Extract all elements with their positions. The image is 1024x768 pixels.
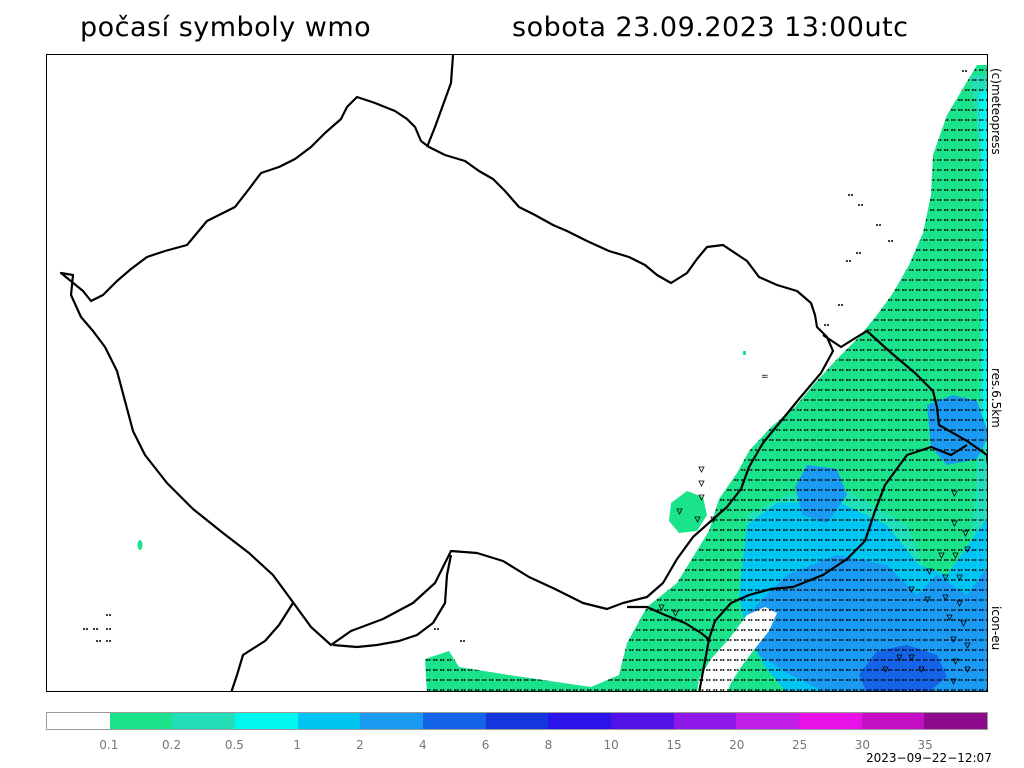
legend-swatch xyxy=(736,713,800,729)
legend-swatch xyxy=(924,713,988,729)
legend-swatch xyxy=(673,713,737,729)
legend-label: 15 xyxy=(666,738,682,752)
legend-swatch xyxy=(799,713,862,729)
legend-label: 0.2 xyxy=(162,738,182,752)
drizzle-symbols-extra xyxy=(83,70,967,642)
precipitation-blob xyxy=(137,540,143,550)
precipitation-blob xyxy=(669,491,707,533)
map-title: počasí symboly wmo xyxy=(80,12,372,43)
drizzle-symbols xyxy=(425,65,987,691)
legend-label: 1 xyxy=(293,738,302,752)
legend-label: 6 xyxy=(481,738,490,752)
legend-label: 4 xyxy=(418,738,427,752)
legend-swatch xyxy=(360,713,424,729)
legend-swatch xyxy=(109,713,173,729)
legend-label: 0.5 xyxy=(224,738,244,752)
model-label: icon-eu xyxy=(989,606,1003,651)
legend-swatch xyxy=(861,713,925,729)
legend-swatch xyxy=(172,713,236,729)
legend-swatch xyxy=(485,713,549,729)
legend-label: 8 xyxy=(544,738,553,752)
czech-border xyxy=(59,95,835,647)
legend-label: 30 xyxy=(854,738,871,752)
precipitation-legend xyxy=(46,712,988,730)
legend-swatch xyxy=(611,713,674,729)
map-canvas: = xyxy=(59,55,987,691)
fog-symbol: = xyxy=(761,372,769,382)
legend-swatch xyxy=(47,713,110,729)
copyright-label: (c)meteopress xyxy=(989,68,1003,155)
legend-label: 2 xyxy=(356,738,364,752)
map-datetime: sobota 23.09.2023 13:00utc xyxy=(512,12,909,43)
legend-label: 10 xyxy=(603,738,619,752)
resolution-label: res.6.5km xyxy=(989,368,1003,428)
legend-swatch xyxy=(235,713,298,729)
shower-symbols xyxy=(658,466,971,685)
legend-swatch xyxy=(297,713,361,729)
legend-label: 25 xyxy=(791,738,808,752)
precipitation-blob xyxy=(743,351,746,355)
legend-label: 20 xyxy=(729,738,745,752)
precipitation-map: = xyxy=(46,54,988,692)
generated-timestamp: 2023−09−22−12:07 xyxy=(866,751,992,765)
country-borders xyxy=(59,55,987,691)
legend-swatch xyxy=(423,713,486,729)
legend-label: 35 xyxy=(917,738,933,752)
legend-label: 0.1 xyxy=(99,738,119,752)
legend-swatch xyxy=(548,713,612,729)
